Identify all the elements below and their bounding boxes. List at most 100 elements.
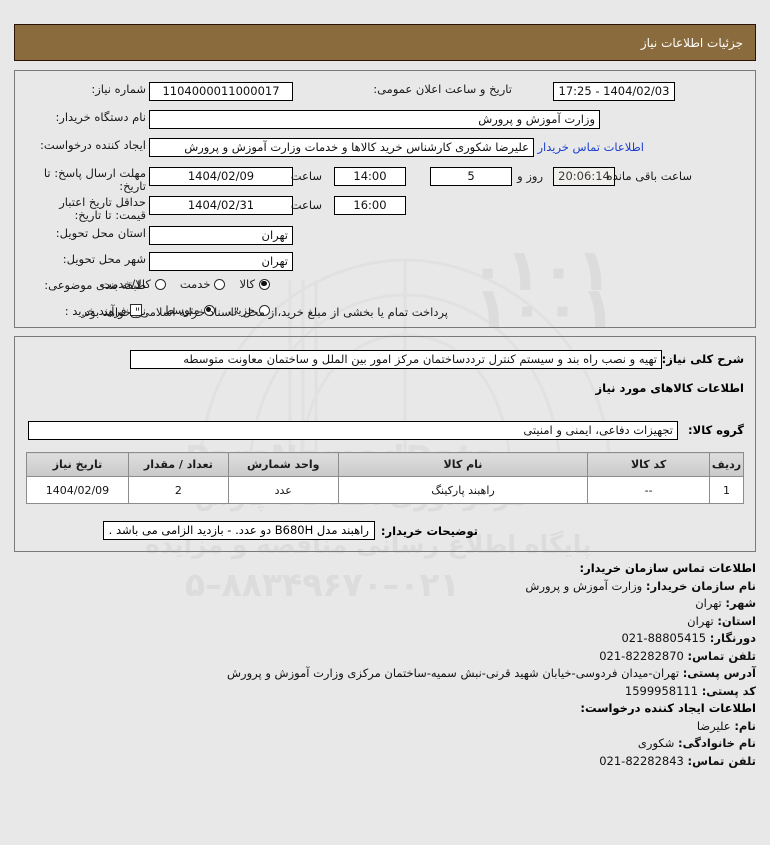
creator-name-row: نام: علیرضا xyxy=(16,718,756,736)
column-header-qty: تعداد / مقدار xyxy=(127,452,229,477)
contact-province-row: استان: تهران xyxy=(16,613,756,631)
contact-phone-label: تلفن تماس: xyxy=(687,648,756,663)
cell-unit: عدد xyxy=(227,476,339,504)
contact-postal-row: کد پستی: 1599958111 xyxy=(16,683,756,701)
creator-family-row: نام خانوادگی: شکوری xyxy=(16,735,756,753)
page-title-bar: جزئیات اطلاعات نیاز xyxy=(14,24,756,61)
creator-name-label: نام: xyxy=(734,718,756,733)
need-summary-value: تهیه و نصب راه بند و سیستم کنترل ترددساخ… xyxy=(130,350,662,369)
buyer-note-label: توضیحات خریدار: xyxy=(380,523,478,538)
price-validity-time-label: ساعت xyxy=(290,198,322,212)
column-header-unit: واحد شمارش xyxy=(227,452,339,477)
contact-fax-row: دورنگار: 88805415-021 xyxy=(16,630,756,648)
contact-org-label: نام سازمان خریدار: xyxy=(645,578,756,593)
checkbox-icon-treasury-bond[interactable] xyxy=(129,304,142,316)
contact-province-label: استان: xyxy=(717,613,756,628)
remaining-days-label: روز و xyxy=(517,169,543,183)
purchase-process-label: نوع فرآیند خرید : xyxy=(64,304,146,318)
radio-label-khedmat: خدمت xyxy=(179,277,211,291)
items-table: ردیف کد کالا نام کالا واحد شمارش تعداد /… xyxy=(26,452,744,504)
radio-option-khedmat[interactable]: خدمت xyxy=(180,277,226,291)
table-header-row: ردیف کد کالا نام کالا واحد شمارش تعداد /… xyxy=(26,452,744,477)
delivery-city-label: شهر محل تحویل: xyxy=(62,252,146,266)
delivery-province-value: تهران xyxy=(149,226,293,245)
contact-fax-value: 88805415-021 xyxy=(621,631,707,645)
contact-city-value: تهران xyxy=(695,596,722,610)
contact-province-value: تهران xyxy=(687,613,714,628)
buyer-org-row: نام دستگاه خریدار: xyxy=(55,110,146,124)
creator-heading: اطلاعات ایجاد کننده درخواست: xyxy=(580,701,756,715)
contact-phone-row: تلفن تماس: 82282870-021 xyxy=(16,648,756,666)
delivery-city-row: شهر محل تحویل: xyxy=(63,252,146,266)
radio-icon-khedmat[interactable] xyxy=(214,278,226,290)
contact-address-label: آدرس پستی: xyxy=(682,666,756,680)
cell-code: -- xyxy=(587,476,711,504)
treasury-bond-checkbox-group[interactable] xyxy=(129,304,142,316)
goods-group-label: گروه کالا: xyxy=(688,423,744,437)
radio-label-kala: کالا xyxy=(239,277,255,291)
response-deadline-label: مهلت ارسال پاسخ: تا تاریخ: xyxy=(43,166,146,193)
radio-option-kala[interactable]: کالا xyxy=(239,277,270,291)
page-title: جزئیات اطلاعات نیاز xyxy=(640,35,743,50)
remaining-time-label: ساعت باقی مانده xyxy=(606,169,692,183)
creator-phone-row: تلفن تماس: 82282843-021 xyxy=(16,753,756,771)
subject-class-row: طبقه بندی موضوعی: xyxy=(44,278,146,292)
price-validity-time: 16:00 xyxy=(334,196,406,215)
radio-label-kala-khedmat: کالا/خدمت xyxy=(100,277,151,291)
goods-group-value: تجهیزات دفاعی، ایمنی و امنیتی xyxy=(28,421,678,440)
contact-org-row: نام سازمان خریدار: وزارت آموزش و پرورش xyxy=(16,578,756,596)
cell-qty: 2 xyxy=(127,476,229,504)
cell-date: 1404/02/09 xyxy=(26,476,129,504)
need-number-row: شماره نیاز: xyxy=(91,82,146,96)
subject-class-label: طبقه بندی موضوعی: xyxy=(44,278,146,292)
creator-family-label: نام خانوادگی: xyxy=(678,736,756,750)
response-deadline-date: 1404/02/09 xyxy=(149,167,293,186)
contact-address-row: آدرس پستی: تهران-میدان فردوسی-خیابان شهی… xyxy=(16,665,756,683)
table-row: 1 -- راهبند پارکینگ عدد 2 1404/02/09 xyxy=(26,476,744,504)
need-number-value: 1104000011000017 xyxy=(149,82,293,101)
requester-value: علیرضا شکوری کارشناس خرید کالاها و خدمات… xyxy=(149,138,534,157)
radio-option-kala-khedmat[interactable]: کالا/خدمت xyxy=(101,277,166,291)
cell-name: راهبند پارکینگ xyxy=(337,476,589,504)
contact-postal-value: 1599958111 xyxy=(624,683,699,698)
creator-phone-value: 82282843-021 xyxy=(599,753,684,768)
contact-fax-label: دورنگار: xyxy=(709,631,756,645)
buyer-org-label: نام دستگاه خریدار: xyxy=(55,110,146,124)
radio-icon-kala-khedmat[interactable] xyxy=(154,278,166,290)
buyer-note-row: توضیحات خریدار: راهبند مدل B680H دو عدد.… xyxy=(102,521,478,540)
response-deadline-time-label: ساعت xyxy=(290,169,322,183)
contact-info-block: اطلاعات تماس سازمان خریدار: نام سازمان خ… xyxy=(0,560,770,770)
buyer-org-value: وزارت آموزش و پرورش xyxy=(149,110,600,129)
contact-org-value: وزارت آموزش و پرورش xyxy=(525,578,643,593)
creator-name-value: علیرضا xyxy=(696,718,731,733)
announce-datetime-label: تاریخ و ساعت اعلان عمومی: xyxy=(373,82,512,96)
requester-row: ایجاد کننده درخواست: xyxy=(40,138,146,152)
contact-address-value: تهران-میدان فردوسی-خیابان شهید قرنی-نبش … xyxy=(227,666,680,680)
radio-icon-kala[interactable] xyxy=(259,278,270,290)
buyer-note-value: راهبند مدل B680H دو عدد. - بازدید الزامی… xyxy=(102,521,375,540)
price-validity-date: 1404/02/31 xyxy=(149,196,293,215)
radio-label-motavaset: متوسط xyxy=(163,303,200,317)
need-summary-label: شرح کلی نیاز: xyxy=(661,352,744,366)
need-number-label: شماره نیاز: xyxy=(91,82,146,96)
remaining-time-countdown: 20:06:14 xyxy=(553,167,615,186)
cell-radif: 1 xyxy=(709,476,744,504)
column-header-code: کد کالا xyxy=(587,452,711,477)
delivery-province-label: استان محل تحویل: xyxy=(55,226,146,240)
announce-datetime-value: 1404/02/03 - 17:25 xyxy=(553,82,675,101)
contact-phone-value: 82282870-021 xyxy=(599,648,684,663)
column-header-name: نام کالا xyxy=(337,452,589,477)
requester-label: ایجاد کننده درخواست: xyxy=(40,138,146,152)
contact-city-label: شهر: xyxy=(725,596,756,610)
announce-datetime-label-wrap: تاریخ و ساعت اعلان عمومی: xyxy=(373,82,512,96)
subject-class-options: کالا خدمت کالا/خدمت xyxy=(101,277,284,291)
creator-family-value: شکوری xyxy=(637,736,675,750)
remaining-days-value: 5 xyxy=(430,167,512,186)
contact-postal-label: کد پستی: xyxy=(701,683,756,698)
contact-city-row: شهر: تهران xyxy=(16,595,756,613)
contact-heading: اطلاعات تماس سازمان خریدار: xyxy=(579,561,756,575)
creator-phone-label: تلفن تماس: xyxy=(687,753,756,768)
column-header-radif: ردیف xyxy=(709,452,744,477)
buyer-contact-link[interactable]: اطلاعات تماس خریدار xyxy=(537,140,644,154)
